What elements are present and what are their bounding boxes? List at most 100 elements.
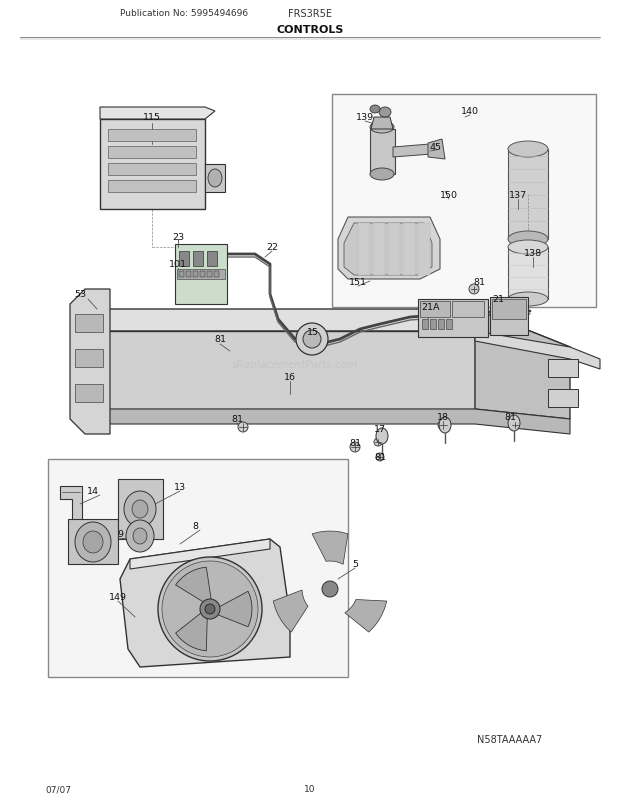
Ellipse shape [376, 453, 384, 461]
Ellipse shape [162, 561, 258, 657]
Bar [200, 272, 205, 277]
Ellipse shape [200, 599, 220, 619]
Ellipse shape [508, 293, 548, 306]
Bar [177, 269, 225, 280]
Text: N58TAAAAA7: N58TAAAAA7 [477, 734, 542, 744]
Text: 138: 138 [524, 249, 542, 258]
Ellipse shape [508, 232, 548, 248]
Text: 151: 151 [349, 278, 367, 287]
Text: 115: 115 [143, 112, 161, 121]
Text: 150: 150 [440, 191, 458, 200]
Ellipse shape [124, 492, 156, 528]
Bar [418, 300, 488, 338]
Bar [492, 300, 526, 320]
Bar [548, 390, 578, 407]
Text: Publication No: 5995494696: Publication No: 5995494696 [120, 10, 248, 18]
Ellipse shape [303, 330, 321, 349]
Polygon shape [70, 290, 110, 435]
Text: 14: 14 [87, 487, 99, 496]
Ellipse shape [370, 168, 394, 180]
Bar [490, 298, 528, 335]
Bar [100, 119, 205, 210]
Ellipse shape [322, 581, 338, 597]
Bar [207, 252, 217, 267]
Ellipse shape [83, 532, 103, 553]
Text: 81: 81 [473, 278, 485, 287]
Ellipse shape [158, 557, 262, 661]
Bar [548, 359, 578, 378]
Bar [175, 245, 227, 305]
Text: 53: 53 [74, 290, 86, 299]
Ellipse shape [132, 500, 148, 518]
Text: 23: 23 [172, 233, 184, 241]
Text: 137: 137 [509, 191, 527, 200]
Bar [48, 460, 348, 677]
Bar [108, 164, 196, 176]
Polygon shape [344, 224, 432, 276]
Text: 16: 16 [284, 373, 296, 382]
Bar [205, 164, 225, 192]
Text: 13: 13 [174, 483, 186, 492]
Bar [179, 272, 184, 277]
Text: 21: 21 [492, 295, 504, 304]
Polygon shape [100, 107, 215, 119]
Bar [108, 130, 196, 142]
Text: 149: 149 [109, 593, 127, 602]
Polygon shape [370, 130, 395, 175]
Ellipse shape [208, 170, 222, 188]
Ellipse shape [350, 443, 360, 452]
Ellipse shape [508, 241, 548, 255]
Bar [179, 252, 189, 267]
Bar [420, 302, 450, 318]
Polygon shape [216, 592, 252, 627]
Bar [75, 314, 103, 333]
Text: 18: 18 [437, 413, 449, 422]
Ellipse shape [511, 422, 519, 429]
Ellipse shape [126, 520, 154, 553]
Polygon shape [273, 590, 308, 632]
Polygon shape [175, 568, 211, 603]
Bar [430, 320, 436, 330]
Polygon shape [428, 140, 445, 160]
Ellipse shape [508, 142, 548, 158]
Ellipse shape [469, 285, 479, 294]
Ellipse shape [205, 604, 215, 614]
Polygon shape [418, 224, 430, 276]
Ellipse shape [376, 428, 388, 444]
Polygon shape [95, 310, 570, 370]
Text: 15: 15 [307, 328, 319, 337]
Polygon shape [403, 224, 415, 276]
Ellipse shape [374, 439, 382, 447]
Polygon shape [95, 331, 475, 410]
Text: 81: 81 [349, 439, 361, 448]
Polygon shape [475, 331, 600, 370]
Polygon shape [312, 532, 348, 565]
Bar [108, 180, 196, 192]
Polygon shape [475, 310, 570, 419]
Bar [214, 272, 219, 277]
Text: 07/07: 07/07 [45, 784, 71, 793]
Polygon shape [393, 145, 432, 158]
Text: 81: 81 [231, 415, 243, 424]
Ellipse shape [370, 122, 394, 134]
Ellipse shape [75, 522, 111, 562]
Bar [186, 272, 191, 277]
Polygon shape [120, 539, 290, 667]
Polygon shape [345, 600, 387, 632]
Polygon shape [508, 150, 548, 240]
Polygon shape [388, 224, 400, 276]
Text: CONTROLS: CONTROLS [277, 25, 343, 35]
Bar [422, 320, 428, 330]
Ellipse shape [379, 107, 391, 118]
Text: 101: 101 [169, 260, 187, 269]
Text: sReplacementParts.com: sReplacementParts.com [232, 359, 358, 370]
Bar [68, 520, 118, 565]
Bar [108, 147, 196, 159]
Text: 45: 45 [430, 142, 442, 152]
Bar [207, 272, 212, 277]
Bar [446, 320, 452, 330]
Bar [193, 252, 203, 267]
Text: 140: 140 [461, 107, 479, 116]
Bar [332, 95, 596, 308]
Bar [438, 320, 444, 330]
